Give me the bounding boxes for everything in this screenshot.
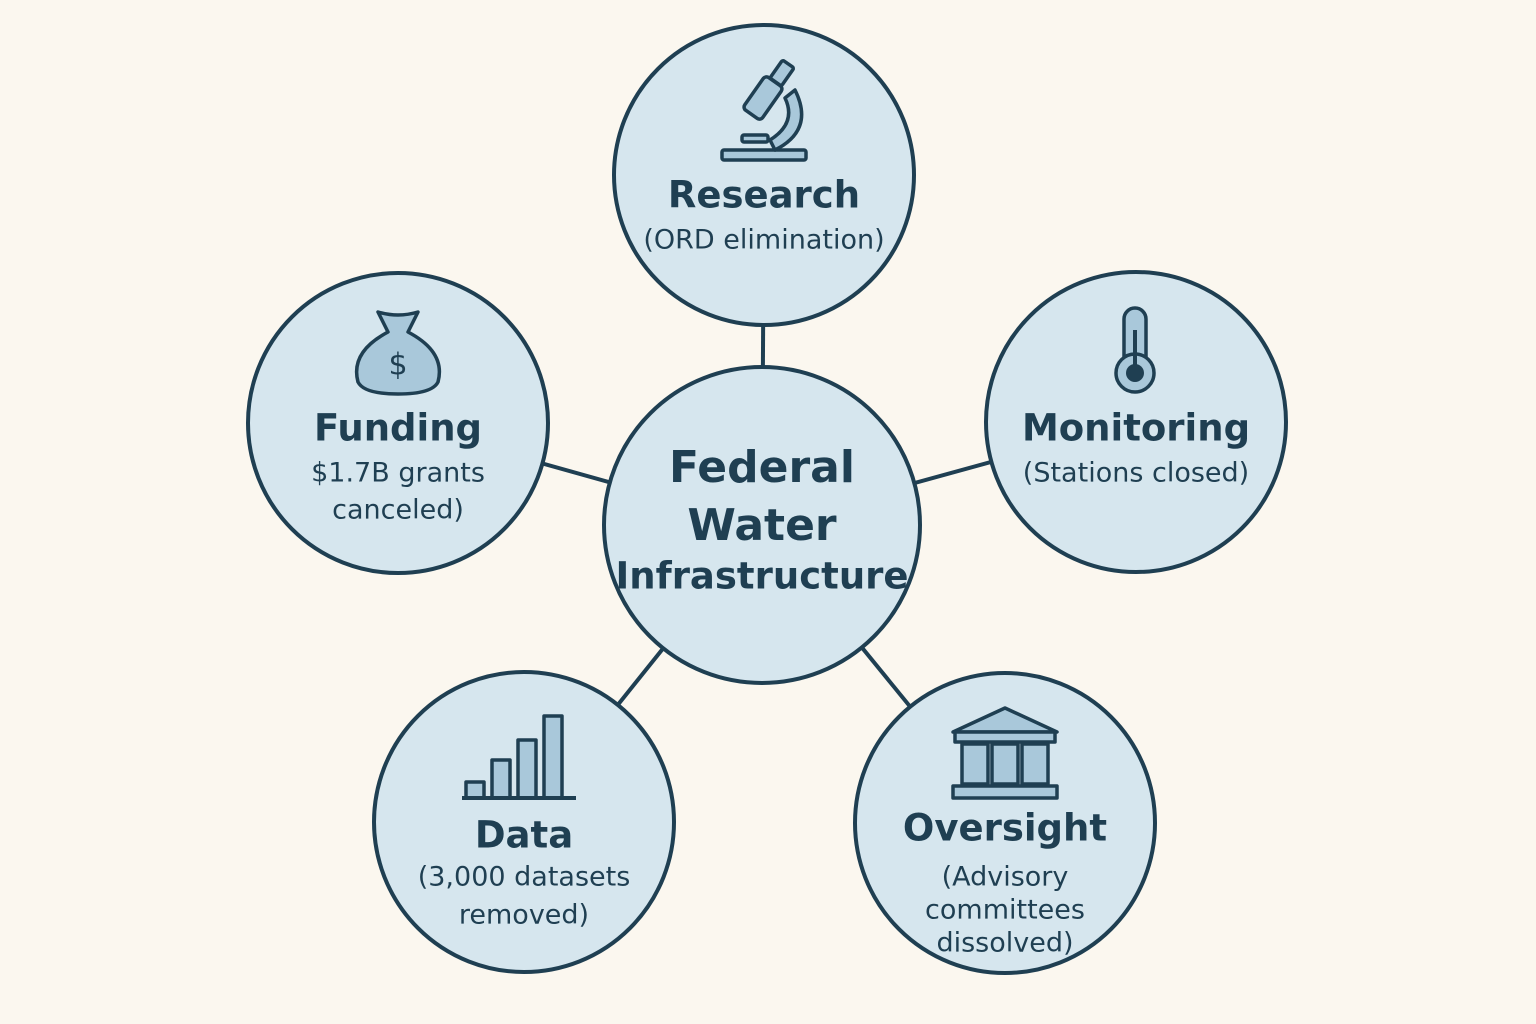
icon-part <box>464 780 486 800</box>
icon-part <box>1126 364 1144 382</box>
node: Research (ORD elimination) <box>643 59 885 256</box>
icon-part <box>990 742 1020 786</box>
node-circle <box>984 270 1288 574</box>
node-title: Funding <box>314 407 482 450</box>
node-detail: (3,000 datasets <box>418 862 631 893</box>
node-detail: committees <box>925 895 1085 926</box>
node-title: Data <box>475 814 573 857</box>
node-title: Monitoring <box>1022 407 1250 450</box>
center-circle <box>602 365 922 685</box>
icon-part: $ <box>388 348 407 383</box>
node-title: Research <box>668 174 860 217</box>
node-title: Oversight <box>903 807 1107 850</box>
node-circle <box>246 271 550 575</box>
icon-part <box>516 738 538 800</box>
center-label: Infrastructure <box>615 555 908 598</box>
center-label: Federal <box>669 442 855 493</box>
icon-part <box>720 148 808 162</box>
icon-part <box>951 784 1059 800</box>
icon-part <box>490 758 512 800</box>
node-detail: $1.7B grants <box>311 458 485 489</box>
icon-part <box>740 133 770 144</box>
node-detail: (Stations closed) <box>1023 458 1249 489</box>
node: Monitoring (Stations closed) <box>1022 306 1250 489</box>
icon-part <box>354 310 442 396</box>
icon-part <box>542 714 564 800</box>
node-circle <box>853 671 1157 975</box>
icon-part <box>960 742 990 786</box>
node-circle <box>612 23 916 327</box>
icon-part <box>768 88 804 152</box>
node-detail: canceled) <box>332 495 464 526</box>
node-detail: removed) <box>459 900 589 931</box>
node-detail: (Advisory <box>942 862 1069 893</box>
node: Data (3,000 datasets removed) <box>418 714 631 931</box>
icon-part <box>768 59 796 87</box>
center-label: Water <box>687 500 837 551</box>
icon-part <box>953 730 1057 744</box>
node-circle <box>372 670 676 974</box>
node: $ Funding $1.7B grants canceled) <box>311 310 485 526</box>
icon-part <box>1020 742 1050 786</box>
node-detail: dissolved) <box>936 928 1073 959</box>
node-detail: (ORD elimination) <box>643 225 884 256</box>
